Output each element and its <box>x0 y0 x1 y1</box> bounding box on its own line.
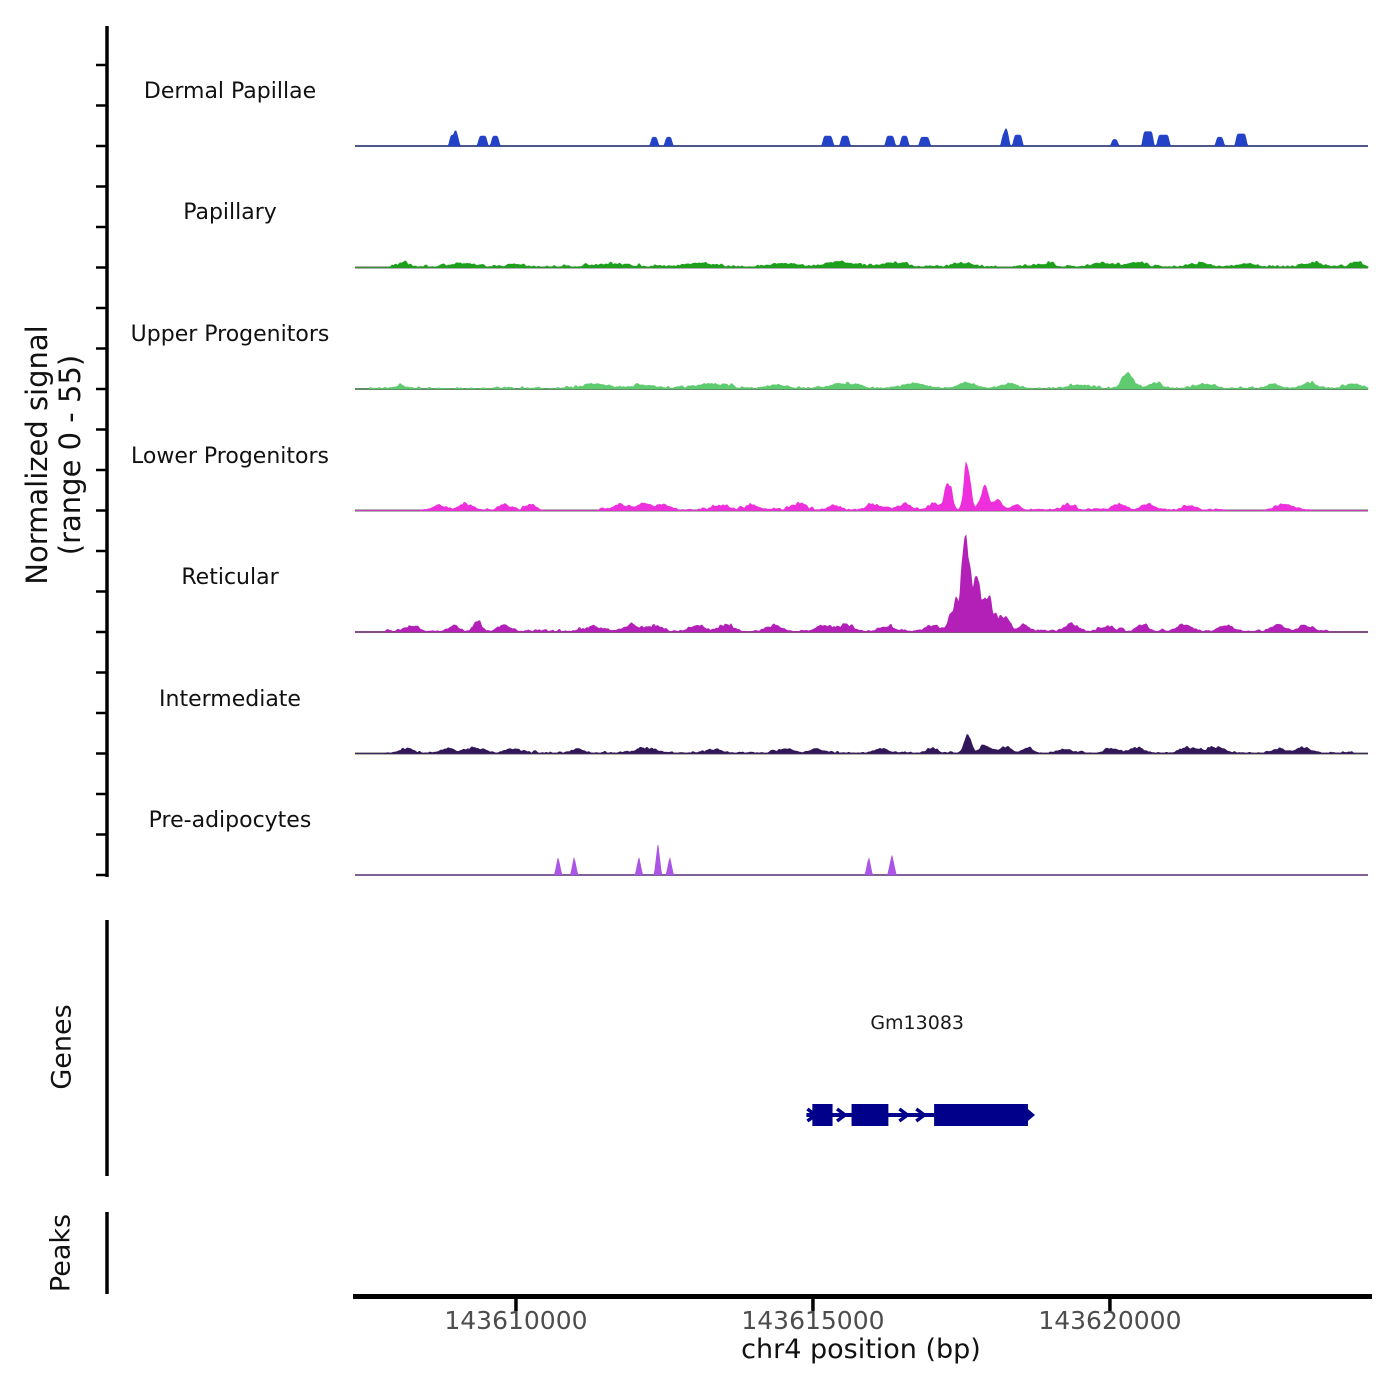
signal-track-intermediate <box>355 734 1368 755</box>
x-tick-label-0: 143610000 <box>444 1306 588 1335</box>
peaks-section-label: Peaks <box>45 1213 77 1293</box>
signal-track-papillary <box>355 260 1369 269</box>
x-tick-label-2: 143620000 <box>1038 1306 1182 1335</box>
track-label-lower-progenitors: Lower Progenitors <box>131 444 329 469</box>
x-axis-title: chr4 position (bp) <box>741 1334 981 1365</box>
x-axis <box>353 1294 1372 1311</box>
signal-track-upper-progenitors <box>355 371 1369 390</box>
y-axis-label: Normalized signal (range 0 - 55) <box>20 325 87 585</box>
y-axis-label-line2: (range 0 - 55) <box>53 354 87 556</box>
gene-name-label: Gm13083 <box>870 1012 965 1034</box>
gene-model <box>806 1104 1035 1126</box>
track-label-papillary: Papillary <box>183 200 277 225</box>
y-axis-label-line1: Normalized signal <box>20 325 54 585</box>
signal-track-reticular <box>355 534 1368 633</box>
signal-track-dermal-papillae <box>355 128 1368 147</box>
signal-track-pre-adipocytes <box>355 845 1368 876</box>
track-label-dermal-papillae: Dermal Papillae <box>143 79 317 104</box>
x-tick-label-1: 143615000 <box>741 1306 885 1335</box>
track-label-pre-adipocytes: Pre-adipocytes <box>148 808 312 833</box>
signal-axis-spine <box>96 26 109 877</box>
track-label-reticular: Reticular <box>181 565 279 590</box>
signal-track-lower-progenitors <box>355 461 1368 512</box>
track-label-upper-progenitors: Upper Progenitors <box>130 322 330 347</box>
track-label-intermediate: Intermediate <box>159 687 301 712</box>
genes-section-label: Genes <box>46 1004 78 1090</box>
